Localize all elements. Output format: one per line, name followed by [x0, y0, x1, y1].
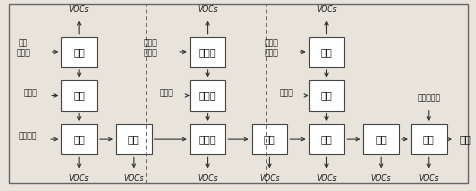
Bar	[363, 124, 398, 154]
Bar	[189, 80, 225, 111]
Bar	[61, 37, 97, 67]
Text: 印刷薄膜: 印刷薄膜	[19, 132, 38, 141]
Bar	[61, 124, 97, 154]
Text: VOCs: VOCs	[316, 174, 336, 183]
Bar	[116, 124, 151, 154]
Bar	[308, 80, 344, 111]
Bar	[410, 124, 446, 154]
Text: 调墨: 调墨	[73, 47, 85, 57]
Text: VOCs: VOCs	[69, 174, 89, 183]
Bar	[189, 37, 225, 67]
Bar	[189, 124, 225, 154]
Bar	[308, 124, 344, 154]
Text: VOCs: VOCs	[316, 5, 336, 14]
Text: 复合: 复合	[422, 134, 434, 144]
Bar	[61, 80, 97, 111]
Text: 印刷: 印刷	[73, 134, 85, 144]
Text: 调胶: 调胶	[320, 47, 332, 57]
Text: VOCs: VOCs	[197, 5, 218, 14]
Bar	[308, 37, 344, 67]
Text: 供墨: 供墨	[73, 91, 85, 100]
Text: 上光油: 上光油	[198, 134, 216, 144]
Text: 供光油: 供光油	[198, 91, 216, 100]
Text: 油墨
稀释剂: 油墨 稀释剂	[17, 38, 30, 58]
Text: 保护剂
稀释剂: 保护剂 稀释剂	[144, 38, 158, 58]
Text: VOCs: VOCs	[123, 174, 144, 183]
Text: VOCs: VOCs	[258, 174, 279, 183]
Text: 烘干: 烘干	[128, 134, 139, 144]
Bar	[251, 124, 287, 154]
Text: 复合用薄膜: 复合用薄膜	[416, 93, 439, 102]
Text: VOCs: VOCs	[197, 174, 218, 183]
Text: 烘干: 烘干	[375, 134, 386, 144]
Text: 稀释剂: 稀释剂	[23, 88, 37, 97]
Text: 烘干: 烘干	[263, 134, 275, 144]
Text: VOCs: VOCs	[69, 5, 89, 14]
Text: 稀释剂: 稀释剂	[279, 88, 293, 97]
Text: VOCs: VOCs	[370, 174, 391, 183]
Text: 胶黏剂
稀释剂: 胶黏剂 稀释剂	[264, 38, 278, 58]
Text: VOCs: VOCs	[417, 174, 438, 183]
Text: 调光油: 调光油	[198, 47, 216, 57]
Text: 成品: 成品	[459, 134, 470, 144]
Text: 供胶: 供胶	[320, 91, 332, 100]
Text: 稀释剂: 稀释剂	[159, 88, 173, 97]
Text: 上胶: 上胶	[320, 134, 332, 144]
